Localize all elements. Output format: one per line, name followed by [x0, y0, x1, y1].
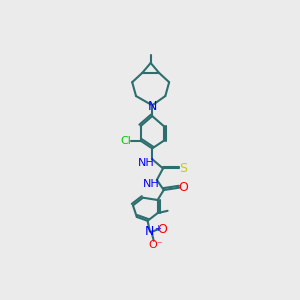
- Text: N: N: [145, 225, 154, 238]
- Text: NH: NH: [138, 158, 154, 168]
- Text: O: O: [157, 223, 167, 236]
- Text: O⁻: O⁻: [148, 240, 163, 250]
- Text: O: O: [178, 181, 188, 194]
- Text: N: N: [148, 100, 157, 112]
- Text: Cl: Cl: [121, 136, 131, 146]
- Text: NH: NH: [143, 179, 160, 189]
- Text: +: +: [154, 224, 160, 233]
- Text: S: S: [179, 162, 187, 175]
